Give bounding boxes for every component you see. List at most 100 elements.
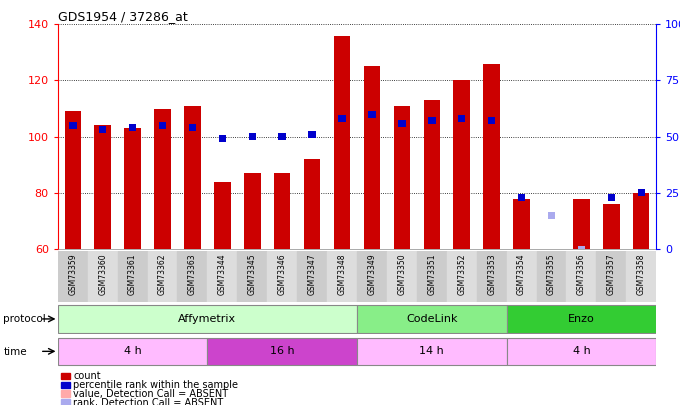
Text: GSM73361: GSM73361 (128, 254, 137, 295)
Text: 4 h: 4 h (124, 346, 141, 356)
Bar (596, 251, 626, 302)
Text: Enzo: Enzo (568, 314, 595, 324)
Bar (244, 173, 260, 249)
Bar (387, 251, 417, 302)
Bar (58, 338, 207, 365)
Bar (249, 133, 256, 140)
Text: percentile rank within the sample: percentile rank within the sample (73, 380, 239, 390)
Text: value, Detection Call = ABSENT: value, Detection Call = ABSENT (73, 389, 228, 399)
Text: protocol: protocol (3, 314, 46, 324)
Bar (513, 198, 530, 249)
Bar (608, 194, 615, 201)
Bar (573, 198, 590, 249)
Text: GSM73348: GSM73348 (337, 254, 347, 295)
Bar (424, 100, 440, 249)
Text: 4 h: 4 h (573, 346, 590, 356)
Bar (65, 111, 81, 249)
Bar (95, 126, 111, 249)
Bar (507, 251, 537, 302)
Bar (394, 106, 410, 249)
Bar (578, 245, 585, 253)
Text: GSM73363: GSM73363 (188, 254, 197, 295)
Text: GSM73352: GSM73352 (457, 254, 466, 295)
Text: GDS1954 / 37286_at: GDS1954 / 37286_at (58, 10, 188, 23)
Bar (447, 251, 477, 302)
Bar (566, 251, 596, 302)
Text: GSM73350: GSM73350 (397, 254, 407, 295)
Bar (483, 64, 500, 249)
Bar (237, 251, 267, 302)
Text: GSM73345: GSM73345 (248, 254, 257, 295)
Bar (58, 305, 357, 333)
Text: GSM73353: GSM73353 (487, 254, 496, 295)
Bar (339, 115, 346, 122)
Bar (267, 251, 297, 302)
Bar (548, 212, 555, 219)
Bar (159, 122, 167, 129)
Text: GSM73351: GSM73351 (427, 254, 437, 295)
Bar (309, 131, 316, 138)
Text: GSM73346: GSM73346 (277, 254, 287, 295)
Bar (357, 305, 507, 333)
Bar (357, 338, 507, 365)
Bar (189, 124, 196, 131)
Bar (638, 190, 645, 196)
Bar (214, 181, 231, 249)
Bar (603, 204, 619, 249)
Text: GSM73349: GSM73349 (367, 254, 377, 295)
Text: GSM73359: GSM73359 (68, 254, 78, 295)
Bar (207, 251, 237, 302)
Bar (458, 115, 465, 122)
Bar (118, 251, 148, 302)
Bar (58, 251, 88, 302)
Bar (507, 305, 656, 333)
Text: rank, Detection Call = ABSENT: rank, Detection Call = ABSENT (73, 398, 224, 405)
Bar (364, 66, 380, 249)
Bar (99, 126, 106, 134)
Text: CodeLink: CodeLink (406, 314, 458, 324)
Bar (369, 111, 376, 118)
Bar (219, 135, 226, 143)
Text: GSM73360: GSM73360 (98, 254, 107, 295)
Bar (327, 251, 357, 302)
Text: 14 h: 14 h (420, 346, 444, 356)
Bar (124, 128, 141, 249)
Bar (88, 251, 118, 302)
Bar (488, 117, 495, 124)
Bar (477, 251, 507, 302)
Bar (274, 173, 290, 249)
Bar (304, 159, 320, 249)
Bar (417, 251, 447, 302)
Bar (537, 251, 566, 302)
Bar (129, 124, 136, 131)
Text: count: count (73, 371, 101, 381)
Bar (633, 193, 649, 249)
Bar (507, 338, 656, 365)
Text: GSM73347: GSM73347 (307, 254, 317, 295)
Bar (279, 133, 286, 140)
Bar (148, 251, 177, 302)
Text: GSM73344: GSM73344 (218, 254, 227, 295)
Text: GSM73362: GSM73362 (158, 254, 167, 295)
Text: time: time (3, 347, 27, 356)
Bar (334, 36, 350, 249)
Bar (398, 120, 405, 127)
Bar (428, 117, 436, 124)
Bar (207, 338, 357, 365)
Text: GSM73355: GSM73355 (547, 254, 556, 295)
Text: GSM73356: GSM73356 (577, 254, 586, 295)
Text: 16 h: 16 h (270, 346, 294, 356)
Text: GSM73358: GSM73358 (636, 254, 646, 295)
Bar (69, 122, 77, 129)
Bar (357, 251, 387, 302)
Bar (154, 109, 171, 249)
Text: GSM73354: GSM73354 (517, 254, 526, 295)
Bar (454, 81, 470, 249)
Text: GSM73357: GSM73357 (607, 254, 616, 295)
Bar (626, 251, 656, 302)
Bar (177, 251, 207, 302)
Bar (518, 194, 526, 201)
Bar (184, 106, 201, 249)
Bar (297, 251, 327, 302)
Text: Affymetrix: Affymetrix (178, 314, 237, 324)
